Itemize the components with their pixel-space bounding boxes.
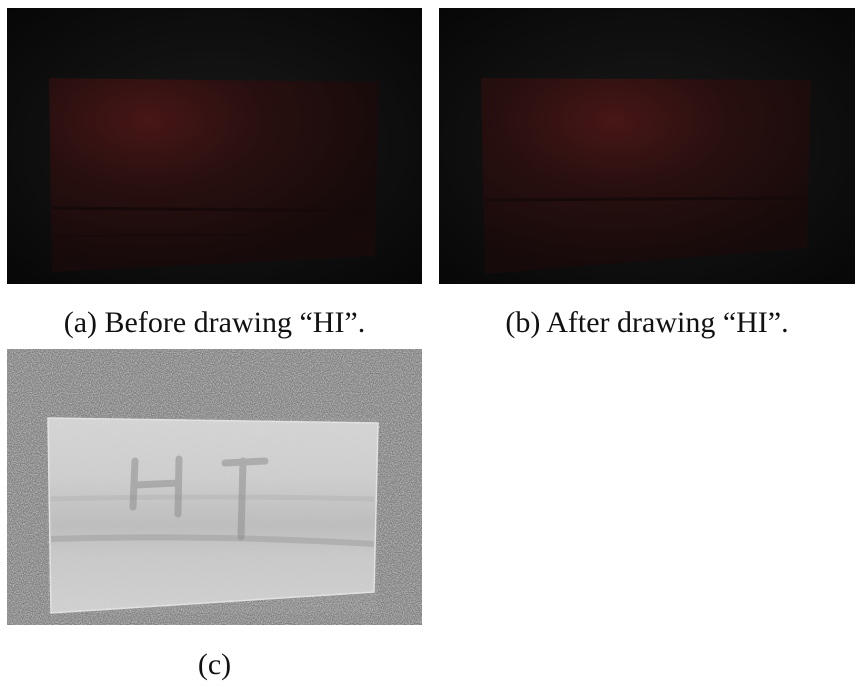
photo-after-drawing-graphic bbox=[439, 8, 855, 284]
photo-grayscale-sheet bbox=[7, 349, 422, 625]
photo-after-drawing bbox=[439, 8, 855, 284]
photo-before-drawing-graphic bbox=[7, 8, 422, 284]
photo-grayscale-sheet-graphic bbox=[7, 349, 422, 625]
caption-panel-a: (a) Before drawing “HI”. bbox=[63, 306, 366, 339]
caption-panel-c: (c) bbox=[197, 648, 232, 681]
photo-before-drawing bbox=[7, 8, 422, 284]
caption-panel-b: (b) After drawing “HI”. bbox=[505, 306, 789, 339]
